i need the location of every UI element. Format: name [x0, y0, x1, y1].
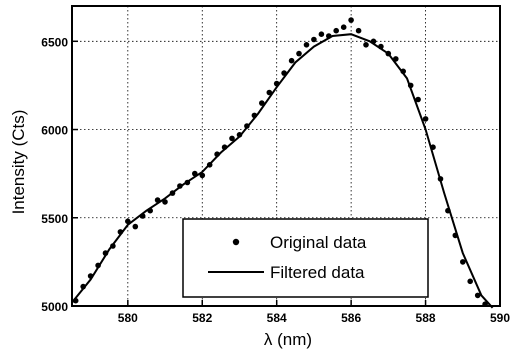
- original-data-point: [452, 232, 459, 239]
- original-data-point: [370, 38, 377, 45]
- original-data-point: [206, 162, 213, 168]
- original-data-point: [422, 116, 429, 122]
- original-data-point: [192, 170, 198, 177]
- original-data-point: [437, 176, 444, 182]
- original-data-point: [326, 33, 332, 39]
- legend: Original data Filtered data: [182, 218, 429, 298]
- original-data-point: [445, 207, 451, 214]
- x-tick-label: 584: [267, 311, 287, 325]
- original-data-point: [467, 278, 474, 285]
- original-data-point: [102, 250, 109, 256]
- original-data-point: [288, 57, 295, 64]
- original-data-point: [162, 199, 168, 205]
- original-data-point: [132, 223, 139, 230]
- original-data-point: [169, 190, 176, 196]
- original-data-point: [378, 43, 384, 50]
- legend-box: [182, 218, 429, 298]
- original-data-point: [340, 24, 347, 31]
- original-data-point: [154, 197, 161, 203]
- original-data-point: [147, 207, 153, 214]
- original-data-series: [72, 17, 488, 308]
- original-data-point: [125, 218, 131, 225]
- y-tick-label: 6000: [41, 124, 68, 138]
- original-data-point: [199, 172, 206, 179]
- legend-original-marker: [232, 238, 240, 246]
- original-data-point: [333, 27, 340, 34]
- original-data-point: [363, 42, 369, 48]
- original-data-point: [177, 183, 183, 189]
- original-data-point: [281, 70, 287, 76]
- x-axis-label: λ (nm): [264, 330, 312, 349]
- y-tick-label: 5500: [41, 212, 68, 226]
- y-tick-label: 5000: [41, 300, 68, 314]
- original-data-point: [303, 42, 310, 48]
- original-data-point: [273, 80, 280, 87]
- original-data-point: [139, 213, 146, 219]
- axis-ticks: 580 582 584 586 588 590 5000 5500 6000 6500: [41, 35, 510, 325]
- original-data-point: [407, 82, 414, 89]
- original-data-point: [400, 68, 407, 75]
- original-data-point: [348, 17, 354, 23]
- original-data-point: [236, 132, 243, 138]
- original-data-point: [87, 273, 94, 279]
- original-data-point: [80, 283, 86, 290]
- y-axis-label: Intensity (Cts): [9, 110, 28, 215]
- plot-frame: [71, 5, 501, 307]
- original-data-point: [393, 56, 399, 62]
- x-tick-label: 586: [341, 311, 361, 325]
- original-data-point: [214, 151, 220, 157]
- original-data-point: [229, 135, 235, 142]
- original-data-point: [474, 292, 481, 299]
- legend-filtered-label: Filtered data: [270, 263, 365, 282]
- original-data-point: [72, 297, 79, 304]
- original-data-point: [385, 50, 392, 57]
- original-data-point: [251, 112, 258, 119]
- original-data-point: [184, 179, 191, 186]
- grid-lines: [72, 6, 500, 306]
- original-data-point: [221, 144, 228, 150]
- y-tick-label: 6500: [41, 35, 68, 49]
- x-tick-label: 580: [118, 311, 138, 325]
- original-data-point: [296, 50, 302, 57]
- x-tick-label: 590: [490, 311, 510, 325]
- original-data-point: [117, 229, 124, 235]
- original-data-point: [415, 96, 421, 103]
- original-data-point: [244, 123, 250, 129]
- original-data-point: [311, 36, 317, 43]
- x-tick-label: 582: [192, 311, 212, 325]
- original-data-point: [355, 27, 362, 34]
- legend-original-label: Original data: [270, 233, 367, 252]
- x-tick-label: 588: [416, 311, 436, 325]
- original-data-point: [95, 262, 101, 269]
- original-data-point: [318, 31, 325, 37]
- original-data-point: [110, 243, 116, 249]
- original-data-point: [266, 89, 273, 96]
- original-data-point: [259, 100, 265, 106]
- original-data-point: [430, 144, 436, 150]
- original-data-point: [460, 259, 466, 265]
